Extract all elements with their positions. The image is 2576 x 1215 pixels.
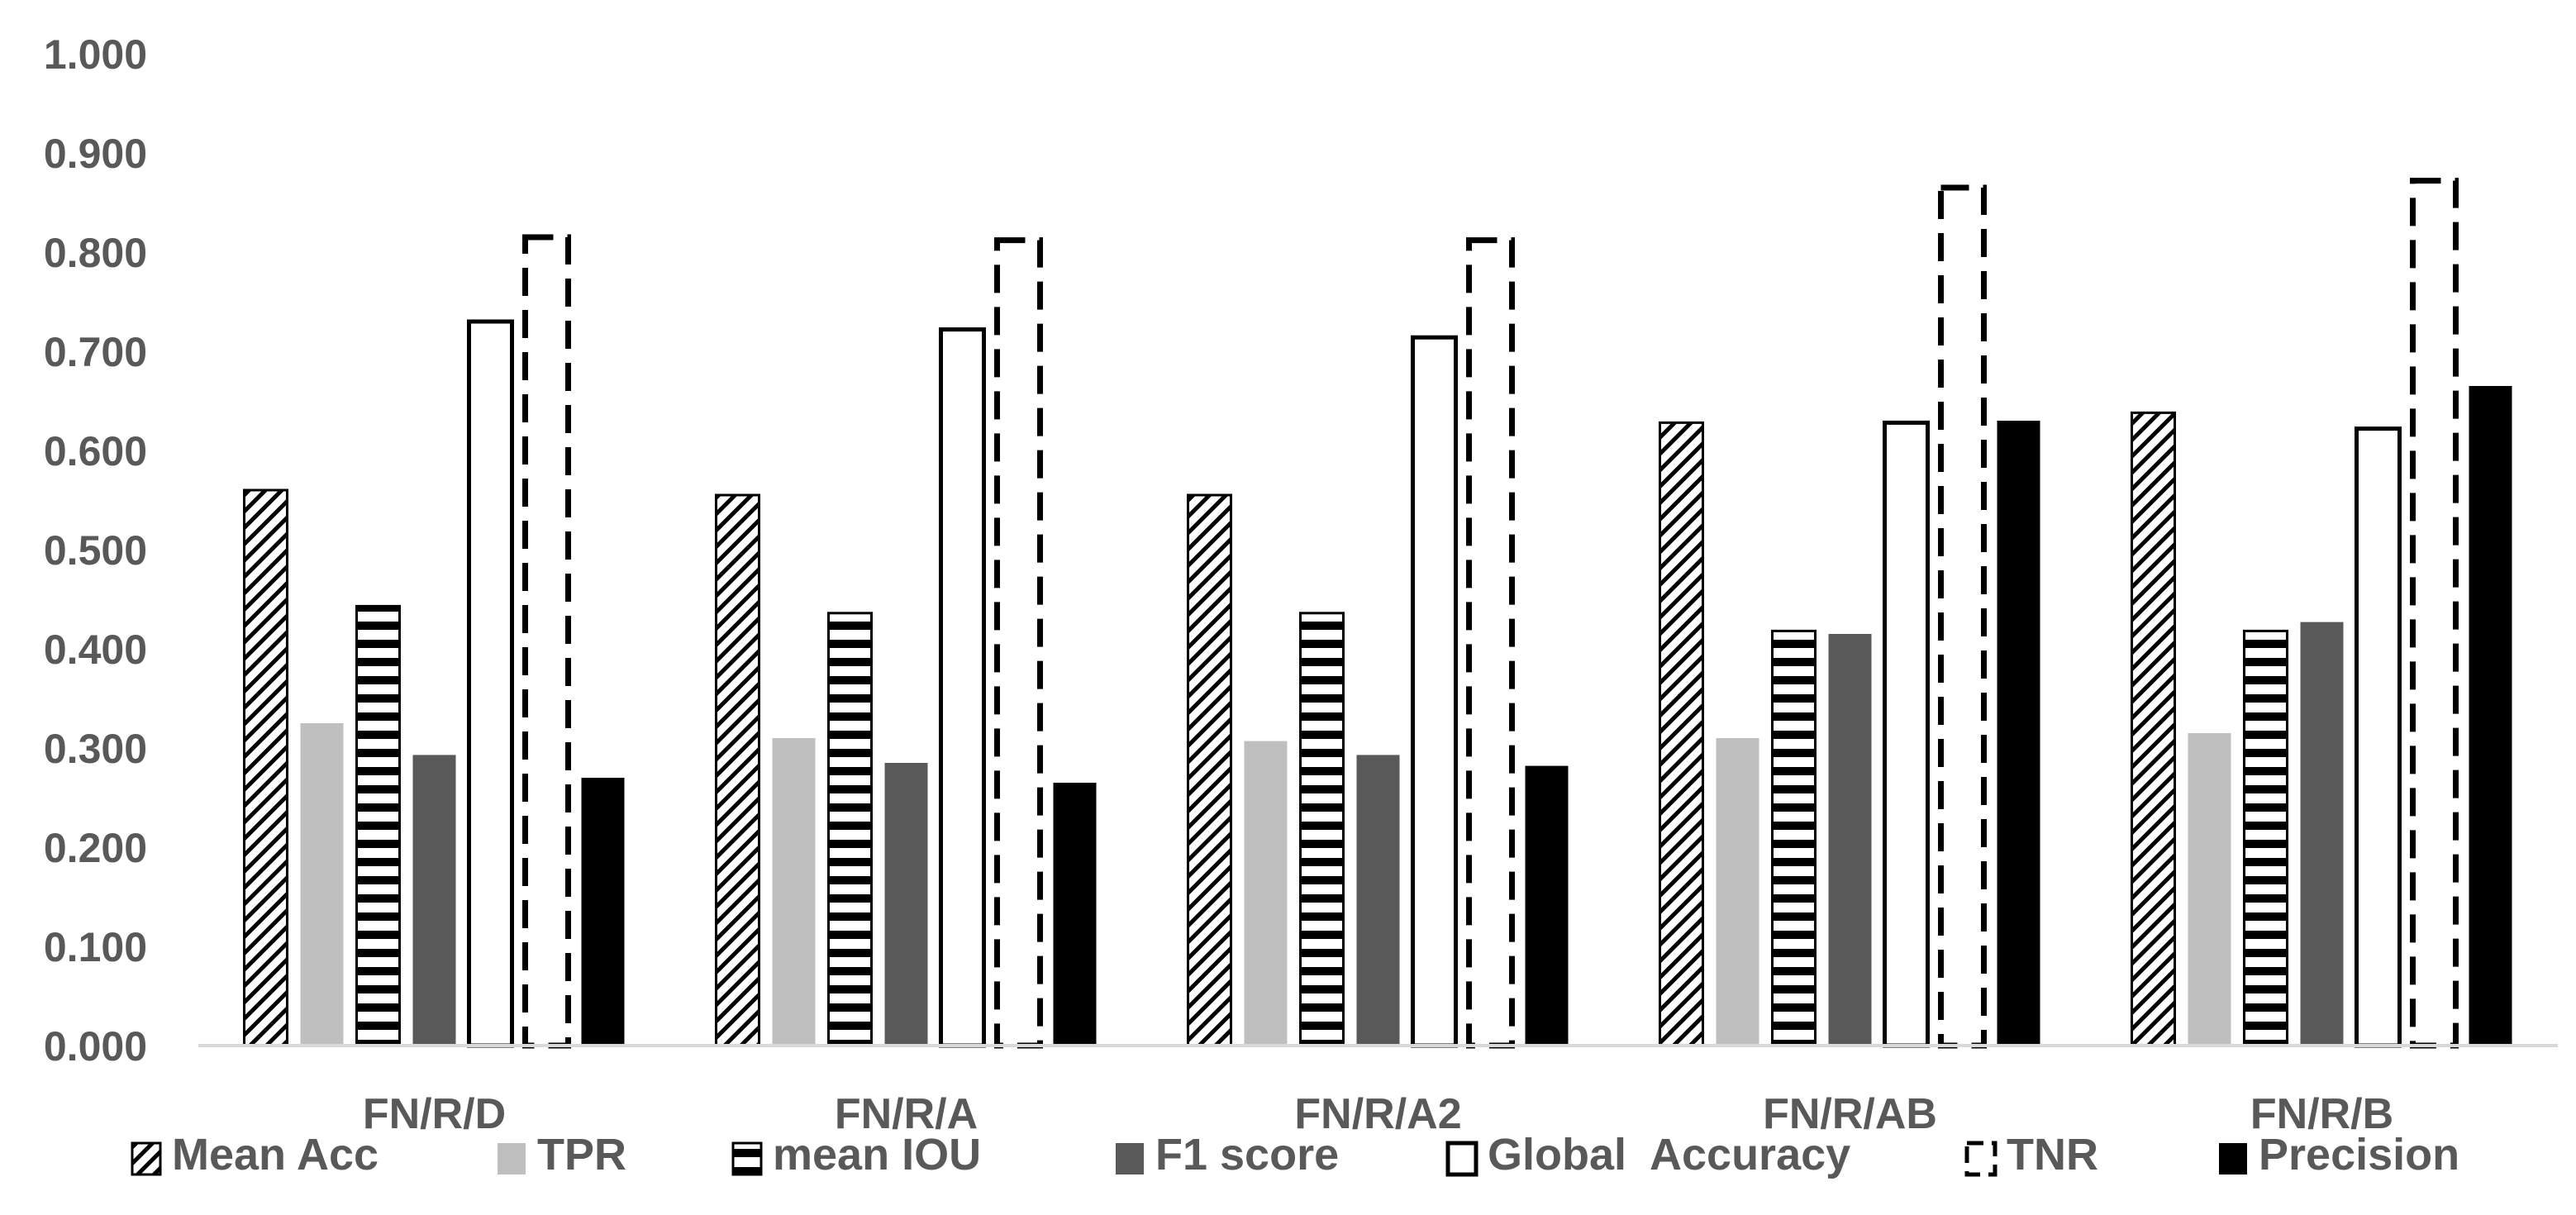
y-tick-label: 0.500 bbox=[44, 527, 147, 574]
bar-group bbox=[243, 234, 625, 1049]
bar bbox=[1053, 783, 1097, 1046]
legend-item: TNR bbox=[1964, 1130, 2098, 1179]
legend-swatch bbox=[1445, 1141, 1478, 1177]
y-tick-label: 0.400 bbox=[44, 627, 147, 673]
legend-label: F1 score bbox=[1155, 1130, 1339, 1179]
y-tick-label: 0.200 bbox=[44, 825, 147, 871]
y-tick-label: 0.300 bbox=[44, 726, 147, 772]
bar bbox=[1466, 237, 1515, 1049]
legend-item: Global Accuracy bbox=[1445, 1130, 1850, 1179]
y-axis: 0.000 0.100 0.200 0.300 0.400 0.500 0.600 0.700… bbox=[44, 31, 147, 1070]
bar-group bbox=[2131, 178, 2512, 1049]
bar bbox=[1187, 493, 1232, 1047]
x-axis: FN/R/D FN/R/A FN/R/A2 FN/R/AB FN/R/B bbox=[198, 1044, 2558, 1138]
y-tick-label: 0.100 bbox=[44, 924, 147, 970]
bar bbox=[2300, 622, 2344, 1046]
bar-group bbox=[1659, 184, 2040, 1049]
bar-group bbox=[1187, 237, 1569, 1049]
legend-label: Global Accuracy bbox=[1488, 1130, 1850, 1179]
bar bbox=[2469, 386, 2512, 1046]
x-tick-label: FN/R/AB bbox=[1763, 1090, 1937, 1138]
bar bbox=[2188, 733, 2231, 1046]
bar bbox=[2131, 411, 2176, 1047]
bar bbox=[243, 488, 288, 1047]
bar-group bbox=[715, 237, 1097, 1049]
bar bbox=[939, 327, 986, 1048]
legend-item: Mean Acc bbox=[131, 1130, 379, 1179]
legend-label: TPR bbox=[537, 1130, 626, 1179]
bar bbox=[827, 612, 873, 1047]
legend-item: Precision bbox=[2219, 1130, 2459, 1179]
legend-item: F1 score bbox=[1116, 1130, 1339, 1179]
legend-swatch bbox=[1116, 1143, 1144, 1174]
x-tick-label: FN/R/A bbox=[835, 1090, 978, 1138]
bar bbox=[2243, 629, 2288, 1047]
bar bbox=[772, 738, 816, 1046]
plot-area bbox=[243, 178, 2512, 1049]
legend: Mean Acc TPR mean IOU F1 score Global Accura… bbox=[131, 1130, 2459, 1179]
bar bbox=[2355, 426, 2402, 1048]
legend-item: TPR bbox=[498, 1130, 626, 1179]
legend-swatch bbox=[731, 1141, 763, 1176]
x-tick-label: FN/R/A2 bbox=[1294, 1090, 1461, 1138]
bar bbox=[300, 723, 344, 1046]
y-tick-label: 0.700 bbox=[44, 329, 147, 375]
bar bbox=[1771, 629, 1817, 1047]
bar bbox=[581, 778, 625, 1046]
legend-label: TNR bbox=[2007, 1130, 2098, 1179]
legend-swatch bbox=[498, 1143, 526, 1174]
bar bbox=[884, 763, 928, 1046]
legend-label: Precision bbox=[2259, 1130, 2459, 1179]
bar bbox=[1525, 765, 1569, 1046]
bar bbox=[355, 604, 401, 1047]
bar bbox=[2410, 178, 2459, 1049]
legend-swatch bbox=[131, 1141, 162, 1176]
legend-swatch bbox=[2219, 1143, 2247, 1174]
y-tick-label: 0.800 bbox=[44, 230, 147, 276]
bar bbox=[1299, 612, 1345, 1047]
y-tick-label: 0.000 bbox=[44, 1023, 147, 1070]
legend-swatch bbox=[1964, 1141, 1997, 1177]
bar bbox=[412, 755, 456, 1046]
y-tick-label: 0.600 bbox=[44, 428, 147, 474]
bar bbox=[1244, 741, 1288, 1046]
legend-item: mean IOU bbox=[731, 1130, 981, 1179]
bar bbox=[715, 493, 760, 1047]
bar bbox=[1356, 755, 1400, 1046]
bar bbox=[1938, 184, 1987, 1049]
y-tick-label: 0.900 bbox=[44, 131, 147, 177]
y-tick-label: 1.000 bbox=[44, 31, 147, 78]
legend-label: mean IOU bbox=[773, 1130, 981, 1179]
bar bbox=[1828, 634, 1872, 1046]
x-tick-label: FN/R/D bbox=[363, 1090, 506, 1138]
bar bbox=[467, 319, 514, 1048]
x-tick-label: FN/R/B bbox=[2250, 1090, 2393, 1138]
bar bbox=[1883, 420, 1930, 1048]
bar bbox=[1997, 421, 2040, 1046]
bar bbox=[994, 237, 1043, 1049]
bar bbox=[1659, 421, 1704, 1047]
legend-label: Mean Acc bbox=[172, 1130, 379, 1179]
bar bbox=[1411, 335, 1458, 1048]
bar bbox=[522, 234, 571, 1049]
bar bbox=[1716, 738, 1759, 1046]
